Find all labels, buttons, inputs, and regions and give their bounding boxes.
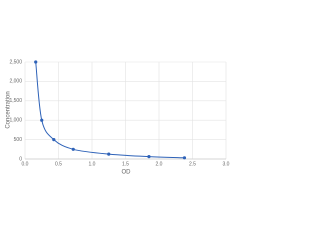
y-tick-label: 1,500 xyxy=(9,98,22,104)
point xyxy=(182,156,187,160)
x-tick-label: 1.0 xyxy=(89,161,96,167)
point xyxy=(34,60,38,64)
x-tick-label: 2.0 xyxy=(156,161,163,167)
point xyxy=(71,147,75,151)
y-tick-label: 1,000 xyxy=(9,118,22,124)
point xyxy=(40,118,44,122)
point xyxy=(52,138,56,142)
x-tick-label: 3.0 xyxy=(223,161,230,167)
x-tick-label: 0.5 xyxy=(55,161,62,167)
point xyxy=(107,152,111,156)
curve xyxy=(35,61,185,159)
x-tick-label: 1.5 xyxy=(122,161,129,167)
chart: OD Concentration 0 500 1,000 1,500 2,000 2,50… xyxy=(6,59,230,176)
y-axis-label: Concentration xyxy=(6,91,12,128)
y-tick-label: 0 xyxy=(19,156,22,162)
y-tick-label: 2,000 xyxy=(9,79,22,85)
y-tick-label: 500 xyxy=(14,137,23,143)
point xyxy=(147,154,151,159)
x-tick-label: 2.5 xyxy=(189,161,196,167)
x-axis-label: OD xyxy=(122,170,132,176)
y-tick-label: 2,500 xyxy=(9,59,22,65)
x-tick-label: 0.0 xyxy=(22,161,29,167)
